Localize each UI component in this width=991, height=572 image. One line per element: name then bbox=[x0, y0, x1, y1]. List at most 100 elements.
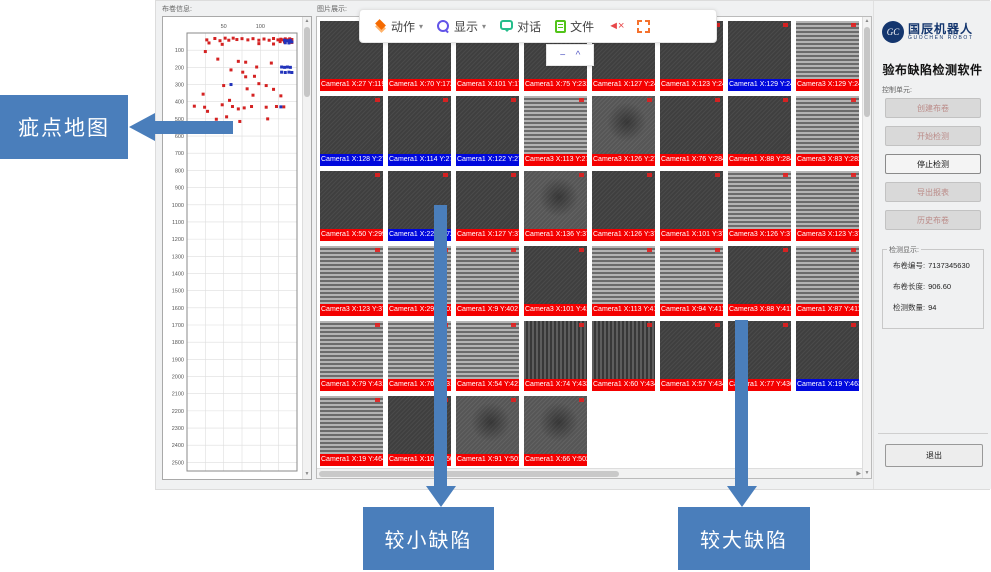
defect-tile[interactable]: Camera1 X:19 Y:464 bbox=[320, 396, 383, 466]
defect-tile[interactable]: Camera1 X:136 Y:373 bbox=[524, 171, 587, 241]
defect-map-panel-title: 布卷信息: bbox=[162, 6, 192, 13]
defect-flag-icon bbox=[851, 98, 856, 102]
tile-label: Camera1 X:114 Y:276 bbox=[388, 154, 451, 166]
defect-flag-icon bbox=[579, 398, 584, 402]
gallery-horizontal-scrollbar[interactable]: ▶ bbox=[317, 468, 862, 478]
control-button-enabled[interactable]: 停止检测 bbox=[885, 154, 981, 174]
fullscreen-button[interactable] bbox=[637, 19, 651, 33]
svg-text:1000: 1000 bbox=[172, 203, 184, 209]
defect-tile[interactable]: Camera1 X:19 Y:463 bbox=[796, 321, 859, 391]
svg-text:1900: 1900 bbox=[172, 357, 184, 363]
defect-flag-icon bbox=[851, 173, 856, 177]
defect-image bbox=[456, 246, 519, 304]
annotation-arrow-defect-map bbox=[155, 121, 233, 134]
file-button-label: 文件 bbox=[570, 19, 595, 34]
scroll-down-icon[interactable]: ▼ bbox=[864, 470, 870, 476]
defect-tile[interactable]: Camera1 X:76 Y:284 bbox=[660, 96, 723, 166]
defect-tile[interactable]: Camera3 X:123 Y:371 bbox=[796, 171, 859, 241]
tile-label: Camera1 X:88 Y:284 bbox=[728, 154, 791, 166]
exit-button[interactable]: 退出 bbox=[885, 444, 983, 467]
scrollbar-thumb[interactable] bbox=[864, 27, 870, 117]
defect-tile[interactable]: Camera3 X:101 Y:411 bbox=[524, 246, 587, 316]
defect-tile[interactable]: Camera1 X:54 Y:421 bbox=[456, 321, 519, 391]
defect-image bbox=[524, 396, 587, 454]
defect-tile[interactable]: Camera1 X:122 Y:276 bbox=[456, 96, 519, 166]
svg-text:1200: 1200 bbox=[172, 237, 184, 243]
defect-tile[interactable]: Camera1 X:101 Y:373 bbox=[660, 171, 723, 241]
svg-text:100: 100 bbox=[256, 24, 265, 30]
scroll-up-icon[interactable]: ▲ bbox=[864, 18, 870, 24]
svg-text:100: 100 bbox=[175, 48, 184, 54]
layers-icon bbox=[374, 20, 387, 32]
svg-text:2000: 2000 bbox=[172, 375, 184, 381]
defect-tile[interactable]: Camera1 X:94 Y:411 bbox=[660, 246, 723, 316]
defect-image bbox=[320, 321, 383, 379]
defect-flag-icon bbox=[579, 323, 584, 327]
tile-label: Camera3 X:101 Y:411 bbox=[524, 304, 587, 316]
brand-name: 国辰机器人 bbox=[908, 22, 974, 36]
control-buttons: 创建布卷 开始检测 停止检测 导出报表 历史布卷 bbox=[885, 98, 981, 238]
defect-tile[interactable]: Camera1 X:88 Y:284 bbox=[728, 96, 791, 166]
gallery-vertical-scrollbar[interactable]: ▲ ▼ bbox=[862, 17, 871, 478]
minimize-button[interactable]: − bbox=[559, 49, 566, 61]
annotation-arrowhead-down-icon bbox=[727, 486, 757, 507]
tile-label: Camera1 X:60 Y:434 bbox=[592, 379, 655, 391]
logo-badge: GC bbox=[882, 21, 904, 43]
defect-tile[interactable]: Camera1 X:9 Y:402 bbox=[456, 246, 519, 316]
actions-menu-button[interactable]: 动作 ▾ bbox=[374, 18, 423, 35]
svg-text:1400: 1400 bbox=[172, 271, 184, 277]
defect-image bbox=[320, 96, 383, 154]
svg-text:1100: 1100 bbox=[172, 220, 184, 226]
gallery-panel: Camera1 X:27 Y:119 Camera1 X:70 Y:172 Came… bbox=[316, 16, 872, 479]
defect-tile[interactable]: Camera1 X:60 Y:434 bbox=[592, 321, 655, 391]
defect-flag-icon bbox=[783, 248, 788, 252]
defect-flag-icon bbox=[511, 398, 516, 402]
annotation-large-defect: 较大缺陷 bbox=[678, 507, 810, 570]
defect-image bbox=[728, 246, 791, 304]
app-title: 验布缺陷检测软件 bbox=[882, 63, 983, 77]
control-button-disabled: 导出报表 bbox=[885, 182, 981, 202]
defect-tile[interactable]: Camera1 X:66 Y:502 bbox=[524, 396, 587, 466]
svg-text:2400: 2400 bbox=[172, 443, 184, 449]
defect-tile[interactable]: Camera3 X:129 Y:242 bbox=[796, 21, 859, 91]
collapse-button[interactable]: ^ bbox=[575, 49, 581, 61]
defect-tile[interactable]: Camera3 X:126 Y:371 bbox=[728, 171, 791, 241]
defect-tile[interactable]: Camera1 X:50 Y:299 bbox=[320, 171, 383, 241]
svg-text:1500: 1500 bbox=[172, 289, 184, 295]
defect-tile[interactable]: Camera3 X:83 Y:282 bbox=[796, 96, 859, 166]
defect-tile[interactable]: Camera1 X:57 Y:434 bbox=[660, 321, 723, 391]
toolbar-collapse-popup: − ^ bbox=[546, 44, 594, 66]
dialog-button[interactable]: 对话 bbox=[500, 18, 541, 35]
defect-tile[interactable]: Camera3 X:113 Y:276 bbox=[524, 96, 587, 166]
display-menu-button[interactable]: 显示 ▾ bbox=[437, 18, 486, 35]
mute-button[interactable]: ◄× bbox=[608, 20, 624, 32]
scrollbar-thumb[interactable] bbox=[304, 27, 310, 97]
annotation-defect-map: 疵点地图 bbox=[0, 95, 128, 159]
defect-tile[interactable]: Camera1 X:91 Y:501 bbox=[456, 396, 519, 466]
tile-label: Camera1 X:19 Y:464 bbox=[320, 454, 383, 466]
defect-tile[interactable]: Camera3 X:123 Y:375 bbox=[320, 246, 383, 316]
defect-tile[interactable]: Camera1 X:79 Y:431 bbox=[320, 321, 383, 391]
defect-tile[interactable]: Camera1 X:128 Y:276 bbox=[320, 96, 383, 166]
control-button-disabled: 开始检测 bbox=[885, 126, 981, 146]
defect-tile[interactable]: Camera1 X:126 Y:373 bbox=[592, 171, 655, 241]
scroll-down-icon[interactable]: ▼ bbox=[304, 471, 310, 477]
defect-flag-icon bbox=[783, 323, 788, 327]
scroll-right-icon[interactable]: ▶ bbox=[856, 471, 861, 477]
defect-tile[interactable]: Camera3 X:126 Y:276 bbox=[592, 96, 655, 166]
zoom-icon bbox=[437, 19, 450, 33]
defect-tile[interactable]: Camera3 X:88 Y:411 bbox=[728, 246, 791, 316]
defect-image bbox=[592, 246, 655, 304]
defect-image bbox=[456, 321, 519, 379]
file-button[interactable]: 文件 bbox=[555, 18, 594, 35]
defect-tile[interactable]: Camera1 X:129 Y:242 bbox=[728, 21, 791, 91]
defect-tile[interactable]: Camera1 X:114 Y:276 bbox=[388, 96, 451, 166]
defect-tile[interactable]: Camera1 X:87 Y:411 bbox=[796, 246, 859, 316]
defect-tile[interactable]: Camera1 X:127 Y:373 bbox=[456, 171, 519, 241]
defect-map-scrollbar[interactable]: ▲ ▼ bbox=[302, 17, 311, 479]
scroll-up-icon[interactable]: ▲ bbox=[304, 18, 310, 24]
defect-tile[interactable]: Camera1 X:113 Y:411 bbox=[592, 246, 655, 316]
defect-tile[interactable]: Camera1 X:74 Y:433 bbox=[524, 321, 587, 391]
scrollbar-thumb[interactable] bbox=[319, 471, 619, 477]
